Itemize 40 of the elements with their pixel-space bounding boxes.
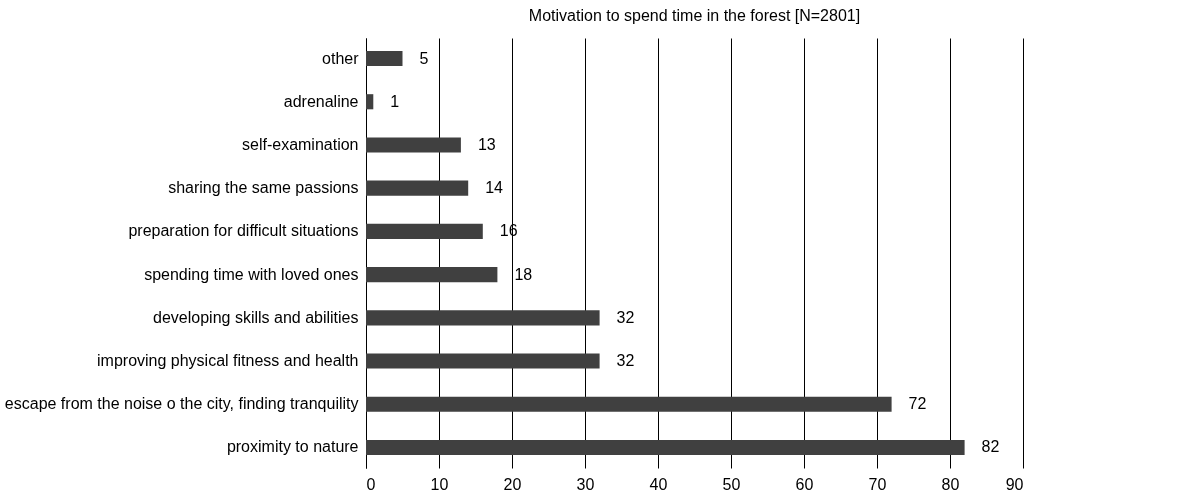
bar	[366, 267, 498, 283]
bar	[366, 439, 965, 456]
bar	[366, 396, 892, 412]
x-tick-label: 0	[366, 475, 376, 493]
x-tick-label: 20	[503, 475, 522, 493]
x-tick-label: 60	[795, 475, 814, 493]
bar	[366, 223, 483, 239]
data-label: 1	[390, 92, 400, 110]
bar	[366, 353, 600, 369]
bar	[366, 310, 600, 326]
x-tick-label: 30	[576, 475, 595, 493]
y-tick-label: developing skills and abilities	[153, 308, 359, 326]
data-label: 72	[908, 395, 927, 413]
x-tick-label: 80	[941, 475, 960, 493]
chart-title: Motivation to spend time in the forest [N=2801]	[528, 7, 861, 24]
data-label: 13	[477, 135, 496, 153]
x-tick-label: 90	[1005, 475, 1024, 493]
y-tick-label: proximity to nature	[226, 438, 359, 456]
bar	[366, 50, 403, 67]
y-tick-label: adrenaline	[283, 92, 359, 110]
x-tick-label: 50	[722, 475, 741, 493]
data-label: 14	[485, 179, 504, 197]
data-label: 32	[616, 352, 635, 370]
data-label: 5	[419, 49, 429, 67]
y-tick-label: sharing the same passions	[168, 179, 359, 197]
bar	[366, 94, 374, 110]
x-tick-label: 10	[430, 475, 449, 493]
x-tick-label: 40	[649, 475, 668, 493]
bar	[366, 137, 461, 153]
x-tick-label: 70	[868, 475, 887, 493]
data-label: 32	[616, 308, 635, 326]
bar	[366, 180, 469, 196]
data-label: 18	[514, 265, 533, 283]
y-tick-label: spending time with loved ones	[144, 265, 359, 283]
data-label: 82	[981, 438, 1000, 456]
y-tick-label: self-examination	[242, 135, 359, 153]
y-tick-label: improving physical fitness and health	[97, 352, 359, 370]
y-tick-label: preparation for difficult situations	[128, 222, 359, 240]
y-tick-label: escape from the noise o the city, finding tranquility	[4, 395, 359, 413]
y-tick-label: other	[322, 49, 360, 67]
